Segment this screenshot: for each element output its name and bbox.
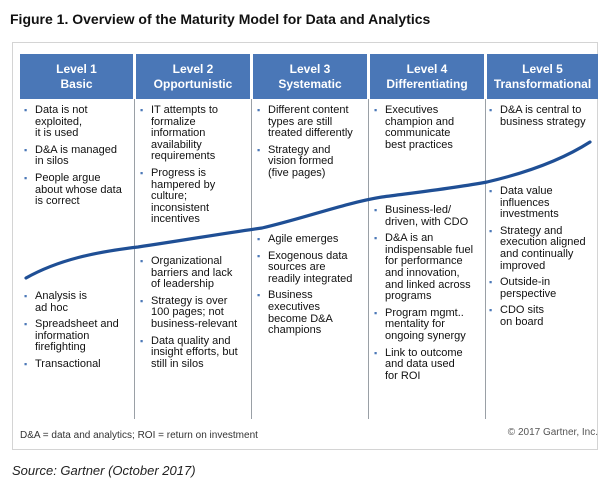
list-item: Data value influences investments	[489, 185, 586, 221]
maturity-curve-line	[24, 140, 592, 280]
level-4-top-items: Executives champion and communicate best…	[374, 104, 454, 151]
level-2-top-items: IT attempts to formalize information ava…	[140, 104, 218, 226]
list-item: Outside-in perspective	[489, 277, 586, 300]
level-5-label: Transformational	[493, 76, 592, 91]
level-1-top-items: Data is not exploited, it is used D&A is…	[24, 104, 122, 208]
level-3-bottom-items: Agile emerges Exogenous data sources are…	[257, 233, 352, 337]
level-5-name: Level 5	[522, 61, 563, 76]
source-caption: Source: Gartner (October 2017)	[12, 463, 196, 478]
list-item: Different content types are still treate…	[257, 104, 353, 140]
list-item: Agile emerges	[257, 233, 352, 246]
level-3-label: Systematic	[278, 76, 342, 91]
list-item: Analysis is ad hoc	[24, 290, 119, 314]
list-item: People argue about whose data is correct	[24, 172, 122, 208]
level-3-top-items: Different content types are still treate…	[257, 104, 353, 180]
list-item: Exogenous data sources are readily integ…	[257, 250, 352, 286]
level-1-name: Level 1	[56, 61, 97, 76]
level-1-bottom-items: Analysis is ad hoc Spreadsheet and infor…	[24, 290, 119, 371]
level-5-top-items: D&A is central to business strategy	[489, 104, 586, 128]
list-item: Transactional	[24, 358, 119, 371]
list-item: Business executives become D&A champions	[257, 290, 352, 336]
list-item: Strategy and vision formed (five pages)	[257, 144, 353, 180]
list-item: D&A is an indispensable fuel for perform…	[374, 233, 473, 303]
level-1-label: Basic	[60, 76, 93, 91]
list-item: D&A is central to business strategy	[489, 104, 586, 128]
level-2-bottom-items: Organizational barriers and lack of lead…	[140, 255, 238, 371]
level-2-label: Opportunistic	[153, 76, 233, 91]
list-item: Strategy is over 100 pages; not business…	[140, 295, 238, 331]
list-item: Organizational barriers and lack of lead…	[140, 255, 238, 291]
level-5-bottom-items: Data value influences investments Strate…	[489, 185, 586, 329]
list-item: Data quality and insight efforts, but st…	[140, 335, 238, 371]
list-item: IT attempts to formalize information ava…	[140, 104, 218, 163]
column-divider	[368, 99, 369, 419]
copyright-notice: © 2017 Gartner, Inc.	[507, 427, 598, 438]
column-divider	[485, 99, 486, 419]
level-4-label: Differentiating	[386, 76, 468, 91]
list-item: Link to outcome and data used for ROI	[374, 347, 473, 383]
list-item: Business-led/ driven, with CDO	[374, 204, 473, 228]
column-divider	[251, 99, 252, 419]
level-2-header: Level 2 Opportunistic	[136, 54, 250, 99]
level-3-header: Level 3 Systematic	[253, 54, 367, 99]
level-1-header: Level 1 Basic	[20, 54, 133, 99]
level-2-name: Level 2	[172, 61, 214, 76]
abbreviation-footnote: D&A = data and analytics; ROI = return o…	[20, 430, 258, 441]
list-item: Data is not exploited, it is used	[24, 104, 122, 140]
level-4-header: Level 4 Differentiating	[370, 54, 484, 99]
list-item: Executives champion and communicate best…	[374, 104, 454, 151]
list-item: Strategy and execution aligned and conti…	[489, 225, 586, 272]
level-3-name: Level 3	[289, 61, 331, 76]
list-item: Spreadsheet and information firefighting	[24, 319, 119, 354]
list-item: D&A is managed in silos	[24, 144, 122, 168]
column-divider	[134, 99, 135, 419]
list-item: CDO sits on board	[489, 305, 586, 328]
level-5-header: Level 5 Transformational	[487, 54, 598, 99]
figure-title: Figure 1. Overview of the Maturity Model…	[10, 11, 431, 27]
level-4-name: Level 4	[406, 61, 448, 76]
level-4-bottom-items: Business-led/ driven, with CDO D&A is an…	[374, 204, 473, 383]
list-item: Program mgmt.. mentality for ongoing syn…	[374, 307, 473, 343]
list-item: Progress is hampered by culture; inconsi…	[140, 167, 218, 226]
level-header-row: Level 1 Basic Level 2 Opportunistic Leve…	[20, 54, 598, 99]
